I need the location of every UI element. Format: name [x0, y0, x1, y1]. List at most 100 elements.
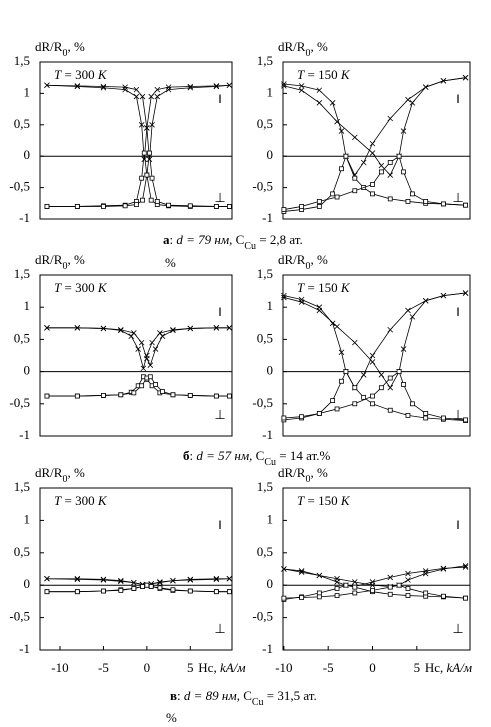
- cross-marker: [170, 577, 176, 584]
- square-marker: [463, 202, 468, 208]
- curve: [283, 77, 466, 176]
- y-tick-label: 1: [267, 84, 274, 99]
- plot-frame: [39, 61, 233, 220]
- cross-marker: [154, 86, 161, 93]
- cross-marker: [387, 115, 394, 122]
- square-marker: [370, 587, 375, 593]
- square-marker: [334, 586, 340, 591]
- text-part: Cu: [264, 457, 276, 468]
- curve: [283, 565, 466, 587]
- cross-marker: [149, 122, 155, 128]
- y-axis-label: dR/R0, %: [278, 39, 328, 59]
- square-marker: [101, 204, 106, 209]
- cross-marker: [369, 582, 376, 588]
- curve: [46, 153, 230, 207]
- cross-marker: [400, 128, 407, 134]
- text-part: 0: [305, 48, 310, 59]
- square-marker: [405, 412, 411, 418]
- square-marker: [144, 582, 150, 588]
- x-tick-label: 0: [144, 660, 151, 675]
- cross-marker: [422, 297, 429, 304]
- square-marker: [441, 201, 446, 207]
- square-marker: [401, 169, 406, 175]
- cross-marker: [369, 352, 376, 359]
- text-part: Cu: [252, 697, 264, 708]
- curve: [46, 153, 230, 207]
- text-part: K: [340, 280, 351, 295]
- curve: [46, 84, 230, 160]
- y-axis-label: dR/R0, %: [278, 252, 328, 272]
- y-tick-label: 0: [267, 576, 274, 591]
- curve: [283, 584, 466, 599]
- cross-marker: [316, 100, 323, 106]
- plot-frame: [39, 274, 233, 437]
- cross-marker: [462, 562, 469, 569]
- temperature-label: T = 150 K: [297, 280, 351, 295]
- text-part: dR/R: [278, 39, 306, 54]
- perp-label: ⊥: [214, 407, 225, 422]
- square-marker: [334, 406, 340, 412]
- cross-marker: [422, 84, 429, 90]
- cross-marker: [74, 325, 81, 331]
- cross-marker: [352, 339, 358, 346]
- y-tick-label: -0,5: [252, 609, 273, 624]
- cross-marker: [360, 159, 367, 166]
- cross-marker: [213, 576, 220, 583]
- curve: [46, 584, 230, 593]
- cross-marker: [100, 83, 107, 90]
- cross-marker: [387, 384, 394, 391]
- text-part: 0: [62, 474, 67, 485]
- y-tick-label: -1: [19, 210, 30, 225]
- x-tick-label: 5: [414, 660, 421, 675]
- cross-marker: [226, 325, 233, 331]
- square-marker: [118, 587, 124, 593]
- cross-marker: [131, 579, 137, 586]
- text-part: :: [177, 688, 184, 703]
- square-marker: [316, 204, 322, 209]
- square-marker: [352, 175, 358, 181]
- cross-marker: [378, 162, 385, 169]
- square-marker: [352, 188, 358, 194]
- cross-marker: [74, 576, 81, 583]
- square-marker: [387, 196, 393, 202]
- cross-marker: [118, 578, 124, 585]
- y-tick-label: 1,5: [257, 479, 273, 494]
- cross-marker: [352, 134, 358, 141]
- cross-marker: [147, 362, 154, 368]
- square-marker: [463, 417, 468, 423]
- cross-marker: [187, 84, 194, 91]
- plot-frame: [282, 61, 471, 220]
- y-tick-label: 0,5: [14, 544, 30, 559]
- cross-marker: [133, 93, 140, 100]
- text-part: , %: [310, 252, 328, 267]
- cross-marker: [118, 577, 124, 584]
- cross-marker: [316, 87, 323, 94]
- square-marker: [299, 414, 305, 420]
- square-marker: [144, 172, 150, 178]
- cross-marker: [338, 349, 345, 356]
- temperature-label: T = 150 K: [297, 67, 351, 82]
- square-marker: [101, 588, 106, 594]
- square-marker: [281, 415, 287, 421]
- text-part: T: [54, 67, 62, 82]
- square-marker: [148, 584, 154, 589]
- y-tick-label: 1,5: [257, 266, 273, 281]
- curve: [46, 327, 230, 370]
- cross-marker: [387, 574, 394, 581]
- text-part: , C: [249, 448, 264, 463]
- cross-marker: [226, 575, 233, 582]
- x-tick-label: -10: [275, 660, 292, 675]
- cross-marker: [118, 327, 124, 334]
- cross-marker: [409, 100, 416, 106]
- square-marker: [409, 401, 415, 407]
- cross-marker: [170, 327, 176, 334]
- y-tick-label: -0,5: [252, 395, 273, 410]
- y-tick-label: -1: [262, 427, 273, 442]
- square-marker: [226, 589, 232, 595]
- square-marker: [334, 194, 340, 200]
- cross-marker: [422, 568, 429, 574]
- square-marker: [387, 591, 393, 597]
- cross-marker: [334, 575, 340, 582]
- cross-marker: [148, 93, 154, 100]
- y-tick-label: 0: [24, 363, 31, 378]
